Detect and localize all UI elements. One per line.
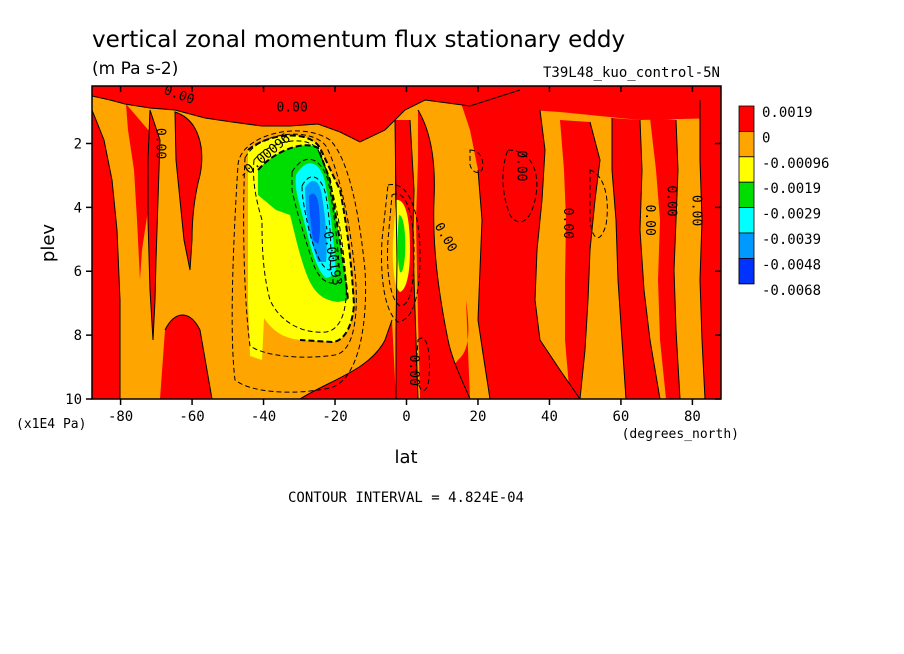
x-tick-label: -20 xyxy=(322,409,347,425)
legend-label: -0.0048 xyxy=(762,257,821,273)
legend-swatch-2 xyxy=(738,156,755,183)
y-axis: 2 4 6 8 10 xyxy=(65,136,721,408)
legend-label: -0.0019 xyxy=(762,181,821,197)
field-red-top-band xyxy=(92,86,721,142)
contour-interval-note: CONTOUR INTERVAL = 4.824E-04 xyxy=(288,490,524,506)
legend-label: -0.0029 xyxy=(762,207,821,223)
field-red-broad-midlat xyxy=(460,90,580,399)
heatmap-field xyxy=(92,86,721,399)
run-label: T39L48_kuo_control-5N xyxy=(543,65,720,81)
chart-subtitle: (m Pa s-2) xyxy=(92,59,178,79)
field-red-left-strip xyxy=(92,110,120,399)
legend-label: -0.00096 xyxy=(762,156,829,172)
legend-swatch-3 xyxy=(738,181,755,208)
y-tick-label: 6 xyxy=(74,264,82,280)
legend-swatch-0 xyxy=(738,105,755,132)
contour-label: 0.00 xyxy=(152,128,167,159)
field-deep-blue-core xyxy=(309,193,320,244)
contour-label: 0.00 xyxy=(642,204,657,235)
field-red-lower-tongue xyxy=(440,300,470,399)
contour-label: 0.00 xyxy=(406,355,421,386)
field-red-strip-minus70 xyxy=(148,110,160,340)
legend-swatch-deepest xyxy=(738,257,755,285)
x-axis: -80 -60 -40 -20 0 20 40 60 80 xyxy=(108,86,701,425)
legend-label: -0.0039 xyxy=(762,232,821,248)
zero-contours xyxy=(92,89,706,399)
legend-swatch-1 xyxy=(738,130,755,158)
contour-label: 0.00 xyxy=(560,208,575,239)
field-red-strip-plus45 xyxy=(560,120,600,399)
contour-label: 0.00 xyxy=(513,150,528,181)
x-units-label: (degrees_north) xyxy=(622,427,739,442)
y-units-label: (x1E4 Pa) xyxy=(16,417,86,432)
y-tick-label: 4 xyxy=(74,200,82,216)
y-tick-label: 10 xyxy=(65,392,82,408)
contour-label: 0.00 xyxy=(663,185,678,216)
legend-label: 0 xyxy=(762,130,770,146)
color-legend: 0.0019 0 -0.00096 -0.0019 -0.0029 -0.0039 -0.0… xyxy=(738,105,829,299)
negative-contours xyxy=(231,130,608,393)
x-tick-label: 80 xyxy=(684,409,701,425)
labelled-negative-contours xyxy=(247,134,356,344)
field-red-strip-minus55 xyxy=(175,112,202,270)
x-tick-label: 0 xyxy=(402,409,410,425)
field-red-strip-plus15 xyxy=(416,110,470,399)
field-green-equatorial xyxy=(397,215,406,273)
field-red-bottom-minus65 xyxy=(160,315,212,399)
field-red-bottom-minus20 xyxy=(300,320,396,399)
field-red-plus85 xyxy=(700,96,721,399)
x-axis-title: lat xyxy=(394,447,417,468)
x-tick-label: -40 xyxy=(251,409,276,425)
field-red-plus55-to-pole xyxy=(612,118,660,399)
y-tick-label: 8 xyxy=(74,328,82,344)
y-tick-label: 2 xyxy=(74,136,82,152)
field-red-plus75 xyxy=(650,118,680,399)
x-tick-label: 60 xyxy=(613,409,630,425)
legend-swatch-4 xyxy=(738,207,755,234)
contour-label: 0.00 xyxy=(688,195,703,226)
legend-swatch-5 xyxy=(738,232,755,259)
field-red-upper-left-strip xyxy=(126,104,152,280)
y-axis-title: plev xyxy=(38,224,59,263)
contour-label: 0.00 xyxy=(276,101,307,116)
x-tick-label: -80 xyxy=(108,409,133,425)
chart-title: vertical zonal momentum flux stationary … xyxy=(92,27,625,53)
legend-label: -0.0068 xyxy=(762,283,821,299)
x-tick-label: 20 xyxy=(470,409,487,425)
x-tick-label: -60 xyxy=(179,409,204,425)
legend-label: 0.0019 xyxy=(762,105,813,121)
x-tick-label: 40 xyxy=(541,409,558,425)
